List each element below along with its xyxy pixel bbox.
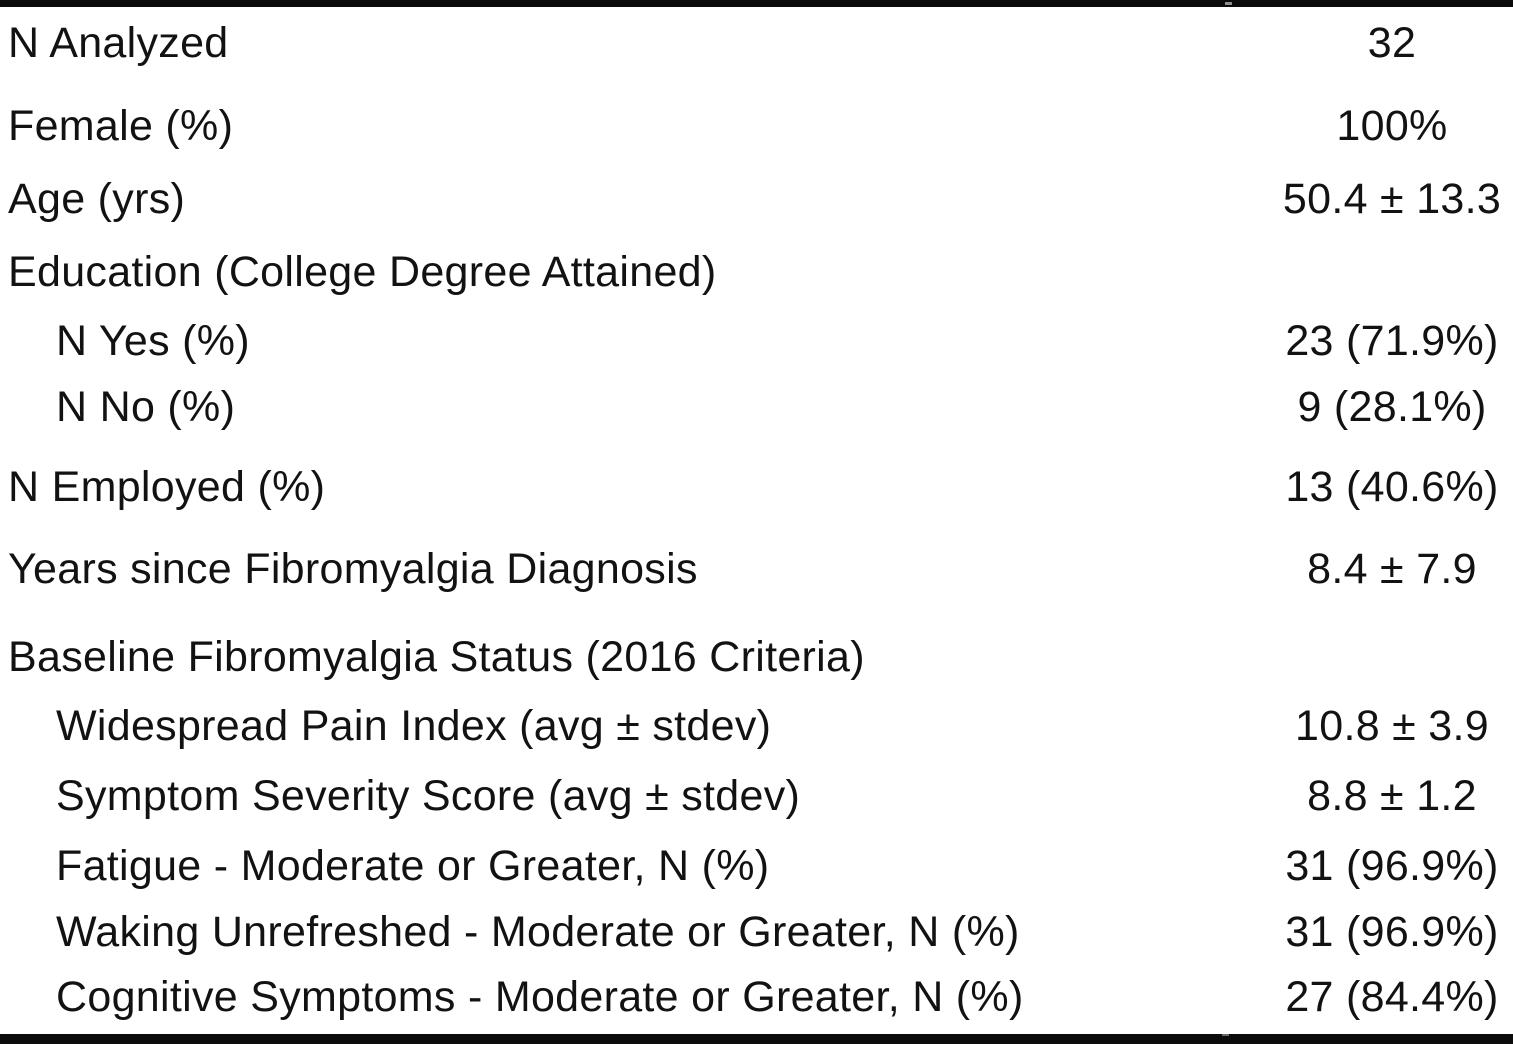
row-label: Cognitive Symptoms - Moderate or Greater… (56, 973, 1024, 1021)
table-row: Waking Unrefreshed - Moderate or Greater… (8, 910, 1513, 954)
row-label: N Employed (%) (8, 463, 326, 511)
column-divider-notch-bottom (1222, 1034, 1229, 1036)
row-value: 8.8 ± 1.2 (1307, 772, 1477, 820)
table-bottom-rule (0, 1034, 1513, 1044)
table-row-group-header: Baseline Fibromyalgia Status (2016 Crite… (8, 635, 1513, 679)
table-row: Fatigue - Moderate or Greater, N (%) 31 … (8, 844, 1513, 888)
table-row: N No (%) 9 (28.1%) (8, 385, 1513, 429)
row-value: 31 (96.9%) (1285, 842, 1499, 890)
row-label: Symptom Severity Score (avg ± stdev) (56, 772, 801, 820)
row-value: 31 (96.9%) (1285, 908, 1499, 956)
table-row: Female (%) 100% (8, 104, 1513, 148)
row-value: 50.4 ± 13.3 (1282, 175, 1502, 223)
table-row: Cognitive Symptoms - Moderate or Greater… (8, 975, 1513, 1019)
table-row-group-header: Education (College Degree Attained) (8, 250, 1513, 294)
table-row: Symptom Severity Score (avg ± stdev) 8.8… (8, 774, 1513, 818)
row-label: Female (%) (8, 102, 234, 150)
row-value: 8.4 ± 7.9 (1307, 545, 1477, 593)
row-label: Widespread Pain Index (avg ± stdev) (56, 702, 772, 750)
table-row: Widespread Pain Index (avg ± stdev) 10.8… (8, 704, 1513, 748)
table-row: Age (yrs) 50.4 ± 13.3 (8, 177, 1513, 221)
row-label: N Analyzed (8, 19, 229, 67)
row-value: 27 (84.4%) (1285, 973, 1499, 1021)
row-value: 32 (1367, 19, 1417, 67)
table-row: Years since Fibromyalgia Diagnosis 8.4 ±… (8, 547, 1513, 591)
row-label: Age (yrs) (8, 175, 186, 223)
table-row: N Yes (%) 23 (71.9%) (8, 319, 1513, 363)
row-value: 100% (1336, 102, 1448, 150)
row-value: 9 (28.1%) (1297, 383, 1487, 431)
row-value: 13 (40.6%) (1285, 463, 1499, 511)
table-row: N Employed (%) 13 (40.6%) (8, 465, 1513, 509)
row-label: Baseline Fibromyalgia Status (2016 Crite… (8, 633, 865, 681)
row-value: 23 (71.9%) (1285, 317, 1499, 365)
column-divider-notch-top (1225, 2, 1232, 5)
row-label: Years since Fibromyalgia Diagnosis (8, 545, 698, 593)
row-label: N Yes (%) (56, 317, 250, 365)
row-label: Waking Unrefreshed - Moderate or Greater… (56, 908, 1020, 956)
table-top-rule (0, 0, 1513, 7)
row-label: N No (%) (56, 383, 236, 431)
table-row: N Analyzed 32 (8, 21, 1513, 65)
row-label: Fatigue - Moderate or Greater, N (%) (56, 842, 770, 890)
row-label: Education (College Degree Attained) (8, 248, 717, 296)
row-value: 10.8 ± 3.9 (1295, 702, 1489, 750)
